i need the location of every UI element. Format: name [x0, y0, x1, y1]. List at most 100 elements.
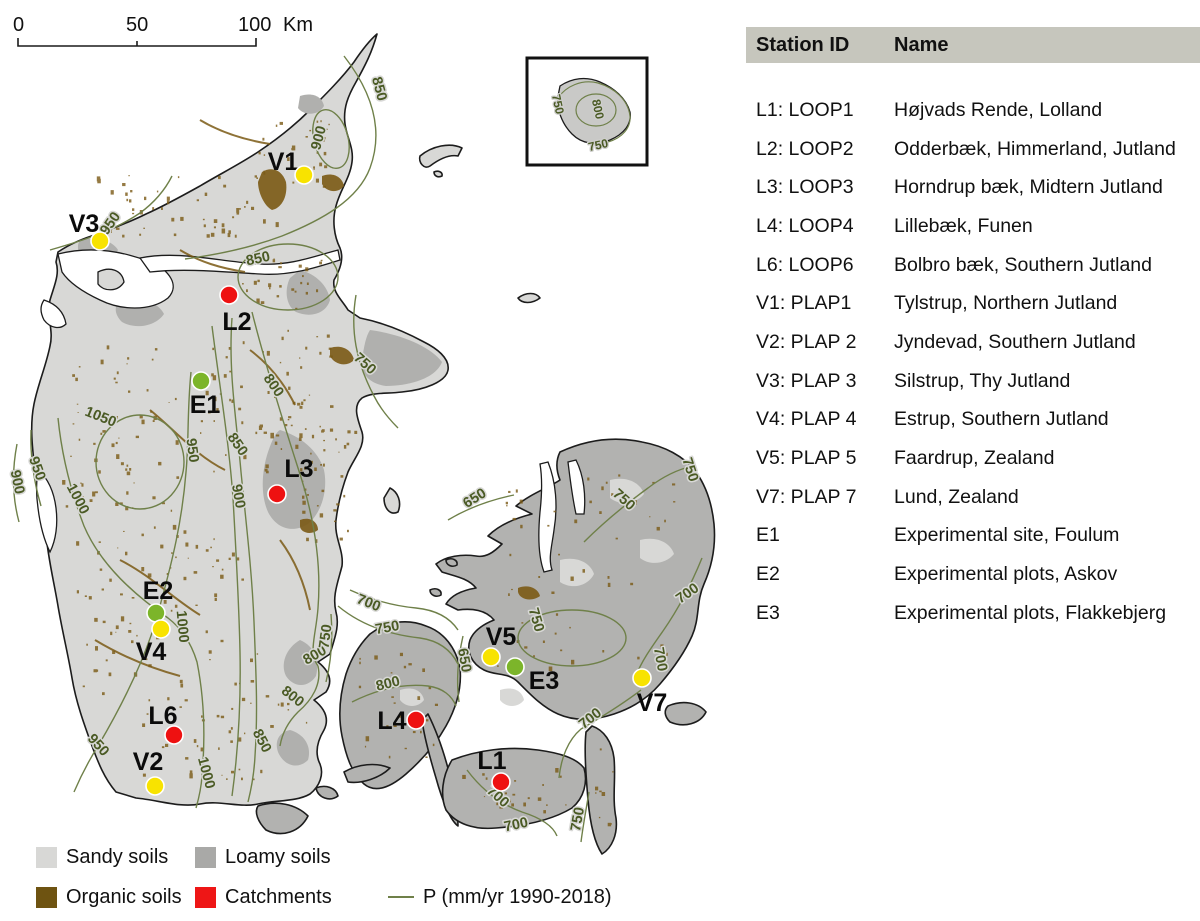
scale-tick-100: 100: [238, 14, 271, 36]
table-row: V7: PLAP 7 Lund, Zealand: [746, 478, 1200, 517]
station-marker-e2: E2: [143, 577, 174, 623]
anholt-landmass: [517, 292, 541, 304]
station-id-cell: L2: LOOP2: [756, 137, 854, 160]
table-row: V4: PLAP 4 Estrup, Southern Jutland: [746, 401, 1200, 440]
table-row: V2: PLAP 2 Jyndevad, Southern Jutland: [746, 323, 1200, 362]
station-name-cell: Lund, Zealand: [894, 485, 1019, 508]
water-layer: [35, 249, 586, 573]
station-label: V2: [133, 748, 164, 776]
station-id-cell: V4: PLAP 4: [756, 408, 857, 431]
station-name-cell: Bolbro bæk, Southern Jutland: [894, 253, 1152, 276]
scale-tick-0: 0: [13, 14, 24, 36]
station-id-cell: L1: LOOP1: [756, 98, 854, 121]
scale-bar-line: [17, 38, 257, 47]
roskilde-fjord: [567, 459, 586, 515]
station-label: L3: [284, 455, 313, 483]
station-label: V5: [486, 623, 517, 651]
station-label: L4: [377, 707, 406, 735]
bornholm-landmass: [556, 77, 631, 145]
station-dot: [267, 484, 287, 504]
station-dot: [632, 668, 652, 688]
station-id-cell: E2: [756, 563, 780, 586]
station-marker-l2: L2: [219, 285, 252, 336]
legend-label: Loamy soils: [225, 845, 331, 868]
contour-value-label: 650: [454, 647, 474, 674]
station-table: Station ID Name L1: LOOP1 Højvads Rende, …: [746, 27, 1200, 633]
mors-island-water-ring: [97, 268, 125, 291]
contour-value-label: 750: [316, 623, 335, 649]
contour-value-label: 750: [549, 93, 567, 116]
falster-landmass: [584, 725, 618, 855]
station-marker-v1: V1: [268, 148, 314, 185]
contour-value-label: 850: [368, 75, 390, 103]
legend-label: Organic soils: [66, 885, 182, 908]
denmark-map: 0 50 100 Km: [5, 14, 716, 855]
moen-landmass: [664, 701, 707, 726]
inset-label-layer: 750 800 750: [548, 92, 611, 156]
station-dot: [191, 371, 211, 391]
station-marker-l1: L1: [477, 747, 511, 792]
station-id-cell: E3: [756, 601, 780, 624]
isefjord: [538, 461, 557, 573]
contour-value-label: 750: [587, 136, 610, 154]
station-name-cell: Horndrup bæk, Midtern Jutland: [894, 176, 1163, 199]
station-marker-v2: V2: [133, 748, 165, 796]
legend-item: Sandy soils: [36, 846, 168, 868]
header-station-id: Station ID: [756, 33, 850, 56]
contour-value-label: 900: [7, 469, 28, 496]
station-name-cell: Estrup, Southern Jutland: [894, 408, 1109, 431]
contour-value-label: 850: [245, 249, 272, 270]
small-island: [429, 588, 442, 597]
table-row: V5: PLAP 5 Faardrup, Zealand: [746, 439, 1200, 478]
station-name-cell: Experimental site, Foulum: [894, 524, 1120, 547]
small-island: [445, 558, 458, 567]
small-island: [315, 785, 339, 800]
station-name-cell: Lillebæk, Funen: [894, 214, 1033, 237]
soil-swatch: [36, 886, 57, 908]
scale-bar: 0 50 100 Km: [13, 14, 313, 47]
organic-soil-blobs: [258, 169, 540, 600]
soil-swatch: [195, 846, 216, 868]
legend-label: Catchments: [225, 885, 332, 908]
aeroe-landmass: [343, 763, 391, 784]
station-dot: [406, 710, 426, 730]
station-id-cell: L3: LOOP3: [756, 176, 854, 199]
contour-value-label: 650: [460, 485, 489, 511]
station-marker-l4: L4: [377, 707, 426, 735]
station-marker-v4: V4: [136, 619, 171, 666]
station-marker-layer: V1 V3 L2 E1 L3 E2 V4 L6 V2 L4 V5 E3 V7 L1: [69, 148, 668, 796]
station-label: E2: [143, 577, 174, 605]
table-row: V1: PLAP1 Tylstrup, Northern Jutland: [746, 284, 1200, 323]
header-name: Name: [894, 33, 949, 56]
station-id-cell: E1: [756, 524, 780, 547]
table-row: E1 Experimental site, Foulum: [746, 517, 1200, 556]
small-island: [433, 170, 443, 178]
station-dot: [294, 165, 314, 185]
table-row: E3 Experimental plots, Flakkebjerg: [746, 594, 1200, 633]
als-landmass: [255, 802, 309, 835]
station-id-cell: V1: PLAP1: [756, 292, 852, 315]
organic-soil-speckles: [62, 120, 676, 827]
station-dot: [481, 647, 501, 667]
table-body: L1: LOOP1 Højvads Rende, Lolland L2: LOOP2…: [746, 63, 1200, 633]
soil-swatch: [195, 886, 216, 908]
station-label: E3: [529, 667, 560, 695]
table-row: L6: LOOP6 Bolbro bæk, Southern Jutland: [746, 246, 1200, 285]
contour-value-label: 800: [589, 98, 607, 121]
legend-label: Sandy soils: [66, 845, 169, 868]
station-label: L1: [477, 747, 506, 775]
station-label: V7: [637, 689, 668, 717]
table-row: V3: PLAP 3 Silstrup, Thy Jutland: [746, 362, 1200, 401]
soil-swatch: [36, 846, 57, 868]
contour-value-label: 700: [354, 591, 382, 615]
station-marker-l3: L3: [267, 455, 314, 504]
station-marker-v5: V5: [481, 623, 517, 667]
station-marker-e1: E1: [190, 371, 220, 419]
station-dot: [145, 776, 165, 796]
station-marker-v3: V3: [69, 210, 110, 251]
station-name-cell: Odderbæk, Himmerland, Jutland: [894, 137, 1176, 160]
bornholm-inset: 750 800 750: [525, 56, 649, 167]
legend-item: P (mm/yr 1990-2018): [388, 886, 612, 908]
station-id-cell: V3: PLAP 3: [756, 369, 857, 392]
